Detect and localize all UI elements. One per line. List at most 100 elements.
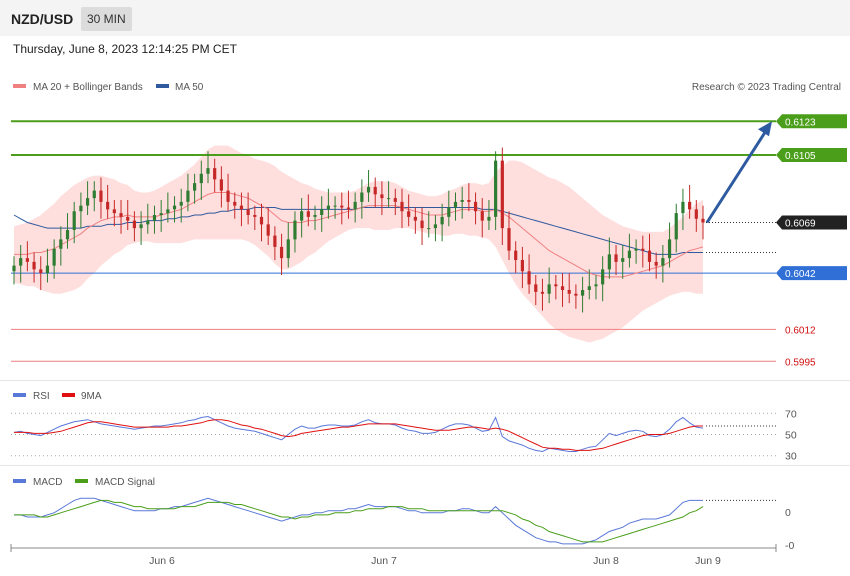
candle: [554, 275, 558, 300]
projection-arrowhead: [758, 121, 772, 137]
level-label-0.6012: 0.6012: [785, 325, 816, 336]
panel-divider: [0, 380, 850, 381]
candle: [607, 237, 611, 279]
candle: [99, 177, 103, 219]
candle: [213, 158, 217, 193]
candle: [72, 201, 76, 244]
candle: [206, 151, 210, 184]
candle: [179, 188, 183, 223]
candle: [19, 245, 23, 283]
candle: [420, 207, 424, 245]
candle: [112, 200, 116, 227]
candle: [487, 200, 491, 230]
legend-rsi: RSI: [33, 391, 50, 402]
timeframe-button[interactable]: 30 MIN: [81, 7, 132, 31]
candle: [674, 203, 678, 253]
candle: [480, 198, 484, 238]
candle: [547, 267, 551, 304]
macd-tick-neg: -0: [785, 540, 794, 552]
candle: [587, 269, 591, 300]
candle: [333, 196, 337, 219]
candle: [253, 205, 257, 230]
candle: [681, 188, 685, 230]
candle: [279, 233, 284, 275]
candle: [226, 173, 230, 212]
candle: [594, 275, 598, 300]
macd-tick-zero: 0: [785, 507, 791, 519]
candle: [233, 192, 237, 219]
candle: [32, 252, 36, 283]
candle: [514, 241, 518, 274]
candle: [634, 239, 638, 264]
candle: [39, 256, 43, 290]
rsi-tick-30: 30: [785, 451, 797, 463]
x-tick-Jun-7: Jun 7: [371, 555, 397, 567]
candle: [246, 192, 250, 225]
candle: [567, 273, 571, 304]
candle: [694, 200, 698, 232]
level-label-0.5995: 0.5995: [785, 357, 816, 368]
legend-macd-signal: MACD Signal: [95, 477, 155, 488]
candle: [387, 181, 391, 208]
candle: [166, 192, 170, 223]
candle: [688, 185, 692, 219]
candle: [560, 273, 565, 307]
candle: [146, 203, 150, 234]
candle: [413, 207, 417, 234]
candle: [273, 226, 277, 260]
bollinger-band: [14, 145, 703, 343]
candle: [300, 198, 304, 238]
candle: [306, 194, 310, 227]
candle: [239, 192, 244, 227]
candle: [647, 233, 652, 272]
candle: [407, 194, 411, 227]
rsi-tick-50: 50: [785, 430, 797, 442]
candle: [500, 147, 504, 245]
level-tag-0.6123: [776, 114, 847, 129]
symbol-title: NZD/USD: [11, 11, 74, 27]
candle: [667, 222, 672, 268]
candle: [219, 166, 223, 208]
current-price-label: 0.6069: [785, 219, 816, 230]
candle: [373, 177, 377, 208]
candle: [494, 151, 498, 230]
candle: [259, 203, 264, 242]
candle: [346, 190, 351, 219]
chart-header: NZD/USD 30 MIN: [0, 0, 850, 36]
candle: [132, 211, 137, 242]
candle: [654, 252, 658, 279]
candle: [126, 200, 130, 230]
candle: [266, 207, 270, 245]
level-label-0.6042: 0.6042: [785, 269, 816, 280]
candle: [427, 211, 431, 238]
candle: [473, 192, 478, 225]
candle: [119, 200, 123, 234]
legend-swatch-rsi: [13, 393, 26, 397]
candle: [320, 196, 324, 232]
candle: [52, 239, 56, 279]
candle: [453, 192, 458, 221]
candle: [393, 188, 397, 215]
candle: [534, 275, 538, 305]
candle: [152, 205, 157, 234]
legend-macd: MACD: [33, 477, 62, 488]
candle: [433, 215, 438, 242]
level-tag-0.6042: [776, 266, 847, 281]
macd-signal-line: [14, 499, 704, 543]
candle: [139, 211, 143, 245]
panel-divider: [0, 465, 850, 466]
timestamp: Thursday, June 8, 2023 12:14:25 PM CET: [13, 42, 237, 56]
candle: [193, 173, 197, 204]
x-tick-Jun-8: Jun 8: [593, 555, 619, 567]
projection-arrow: [705, 128, 769, 224]
current-price-tag: [776, 215, 847, 230]
ma20-line: [14, 192, 704, 278]
candle: [199, 160, 203, 200]
candle: [574, 284, 578, 309]
candle: [460, 186, 464, 219]
candle: [313, 205, 317, 230]
rsi-tick-70: 70: [785, 408, 797, 420]
candle: [106, 185, 110, 219]
candle: [186, 173, 190, 212]
